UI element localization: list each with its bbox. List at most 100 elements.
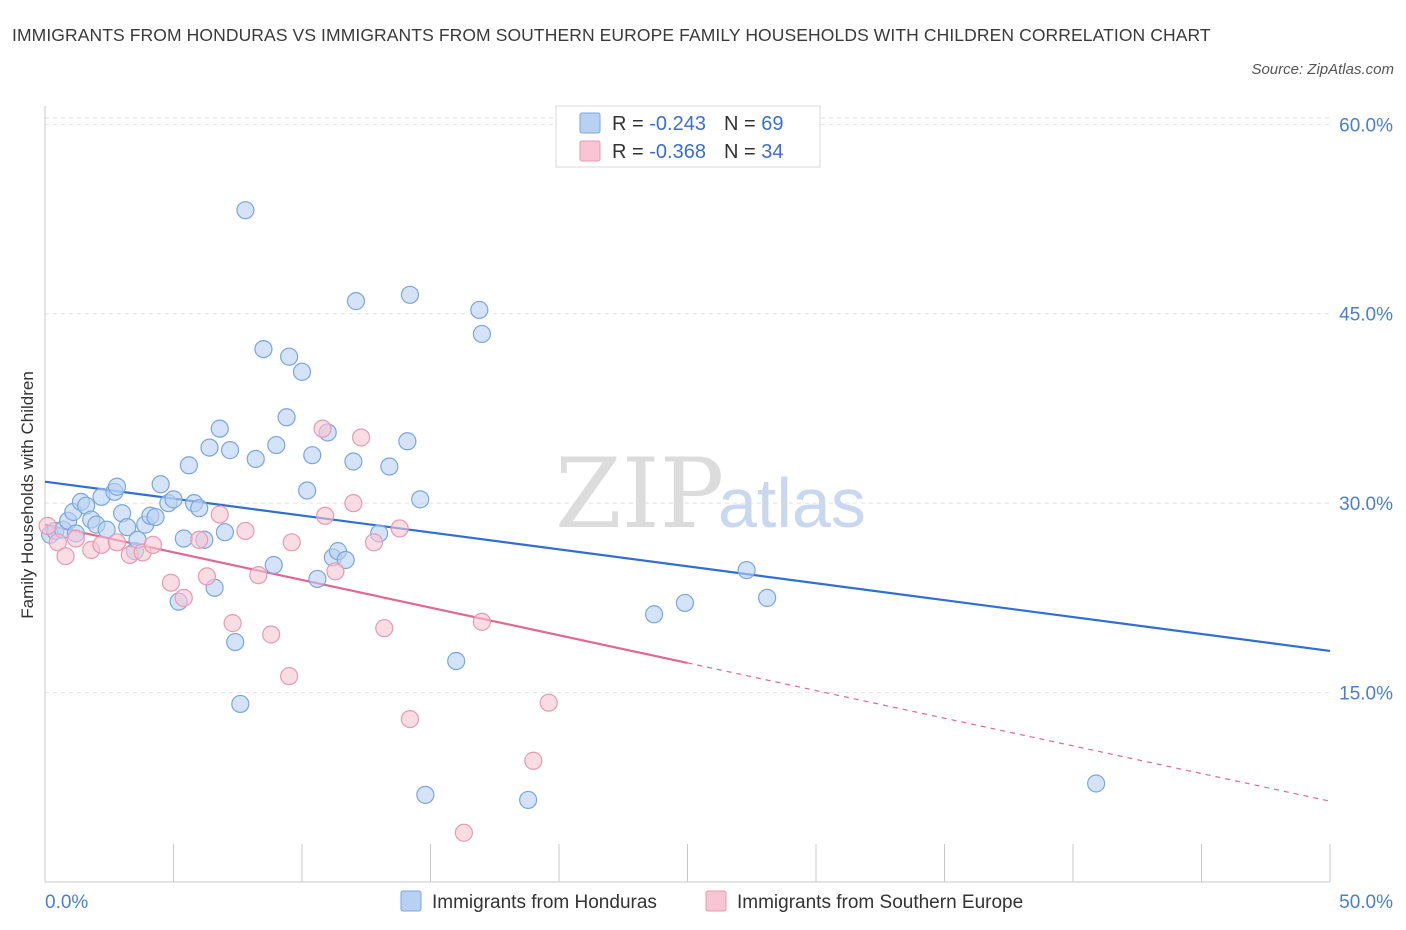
point-pink-3 xyxy=(66,529,85,548)
point-blue-51 xyxy=(344,452,363,471)
point-pink-18 xyxy=(262,625,281,644)
y-tick-label-2: 45.0% xyxy=(1339,305,1393,326)
point-pink-33 xyxy=(539,693,558,712)
x-tick-label-0: 0.0% xyxy=(45,892,88,913)
chart-title: IMMIGRANTS FROM HONDURAS VS IMMIGRANTS F… xyxy=(12,25,1211,45)
point-pink-0 xyxy=(38,516,57,535)
point-pink-19 xyxy=(280,667,299,686)
point-blue-34 xyxy=(226,632,245,652)
point-pink-22 xyxy=(316,506,335,525)
point-pink-6 xyxy=(107,533,127,552)
y-tick-label-1: 30.0% xyxy=(1339,494,1393,515)
point-pink-20 xyxy=(282,533,301,552)
point-blue-60 xyxy=(470,300,489,320)
point-blue-25 xyxy=(179,456,199,475)
point-blue-22 xyxy=(164,490,183,509)
point-blue-14 xyxy=(118,518,137,537)
watermark-atlas: atlas xyxy=(718,464,866,542)
point-blue-55 xyxy=(398,432,417,451)
point-pink-5 xyxy=(92,535,111,554)
legend-swatch-blue xyxy=(579,112,601,134)
point-blue-45 xyxy=(303,446,322,465)
legend-swatch-pink xyxy=(579,140,601,162)
y-axis-title: Family Households with Children xyxy=(18,371,37,619)
legend: R = -0.243 N = 69 R = -0.368 N = 34 xyxy=(555,105,821,168)
point-pink-26 xyxy=(364,533,384,552)
source-label: Source: ZipAtlas.com xyxy=(1251,61,1394,78)
point-blue-32 xyxy=(215,523,234,542)
point-pink-25 xyxy=(352,428,371,447)
point-blue-19 xyxy=(146,507,165,527)
point-pink-14 xyxy=(210,505,229,524)
point-pink-30 xyxy=(454,823,474,842)
point-pink-15 xyxy=(223,614,242,633)
bottom-legend-southern-europe: Immigrants from Southern Europe xyxy=(737,892,1023,913)
point-blue-38 xyxy=(254,339,273,359)
point-blue-29 xyxy=(200,438,219,457)
x-tick-labels: 0.0% 50.0% xyxy=(45,892,1393,913)
point-blue-44 xyxy=(298,481,317,500)
bottom-legend-honduras: Immigrants from Honduras xyxy=(432,892,657,913)
point-pink-11 xyxy=(174,588,193,607)
bottom-legend: Immigrants from Honduras Immigrants from… xyxy=(400,890,1023,913)
point-blue-46 xyxy=(308,569,327,589)
point-pink-29 xyxy=(400,709,420,729)
point-blue-37 xyxy=(246,449,265,469)
point-blue-39 xyxy=(264,555,283,575)
watermark: ZIP atlas xyxy=(555,438,866,550)
point-pink-13 xyxy=(197,567,217,586)
point-pink-24 xyxy=(344,494,363,513)
data-points xyxy=(38,201,1106,842)
point-pink-1 xyxy=(48,533,67,552)
point-blue-41 xyxy=(277,408,296,427)
point-blue-50 xyxy=(336,550,355,570)
point-pink-32 xyxy=(524,751,543,770)
axes xyxy=(44,106,1331,883)
point-blue-31 xyxy=(210,419,229,438)
point-blue-36 xyxy=(236,201,255,220)
point-blue-63 xyxy=(644,605,664,624)
legend-r-value-2: -0.368 xyxy=(649,141,706,163)
point-blue-35 xyxy=(231,694,250,714)
legend-n-value-1: 69 xyxy=(761,113,783,135)
x-tick-label-1: 50.0% xyxy=(1339,892,1393,913)
trend-line-pink-dashed xyxy=(687,662,1331,802)
point-blue-59 xyxy=(447,651,466,671)
point-pink-23 xyxy=(326,562,345,581)
point-blue-27 xyxy=(190,499,209,518)
point-blue-58 xyxy=(416,785,435,804)
legend-row1: R = -0.243 N = 69 xyxy=(612,113,783,135)
bottom-legend-swatch-blue xyxy=(400,890,422,912)
point-blue-61 xyxy=(472,324,491,344)
point-blue-12 xyxy=(107,477,127,496)
point-pink-31 xyxy=(472,612,491,631)
y-tick-label-0: 15.0% xyxy=(1339,684,1393,705)
point-blue-40 xyxy=(267,435,286,455)
point-pink-2 xyxy=(56,547,75,566)
trend-line-blue xyxy=(44,480,1331,652)
point-pink-27 xyxy=(375,619,394,638)
legend-n-value-2: 34 xyxy=(761,141,783,163)
legend-n-label-2: N = xyxy=(724,141,761,163)
point-blue-43 xyxy=(292,362,312,381)
point-blue-57 xyxy=(411,490,430,509)
point-pink-12 xyxy=(190,530,209,549)
point-blue-33 xyxy=(220,441,240,460)
point-pink-9 xyxy=(143,535,163,554)
point-blue-56 xyxy=(400,285,420,304)
legend-r-value-1: -0.243 xyxy=(649,113,706,135)
point-pink-16 xyxy=(236,521,255,541)
point-blue-65 xyxy=(737,560,756,580)
legend-row2: R = -0.368 N = 34 xyxy=(612,141,783,163)
legend-r-label-1: R = xyxy=(612,113,649,135)
legend-r-label-2: R = xyxy=(612,141,649,163)
point-blue-62 xyxy=(519,790,538,810)
point-blue-66 xyxy=(758,588,777,607)
point-blue-42 xyxy=(280,347,299,366)
point-blue-54 xyxy=(380,457,399,476)
point-blue-67 xyxy=(1087,774,1106,793)
point-blue-52 xyxy=(346,292,366,311)
point-blue-20 xyxy=(151,475,170,494)
point-blue-64 xyxy=(675,593,695,613)
